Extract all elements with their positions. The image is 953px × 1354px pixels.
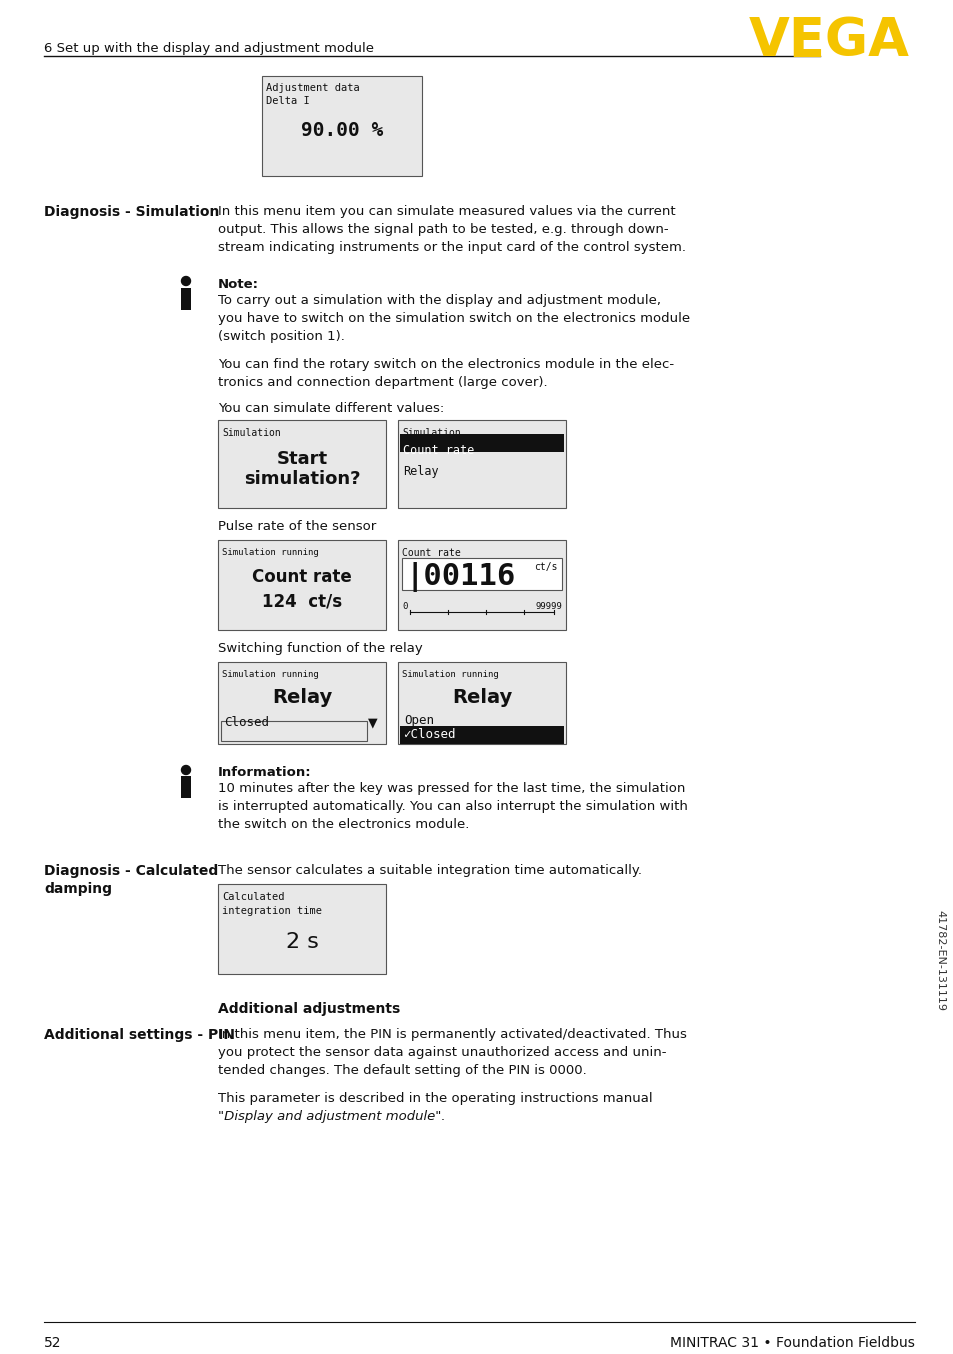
Text: 52: 52	[44, 1336, 61, 1350]
Text: Simulation running: Simulation running	[401, 670, 498, 678]
Text: 41782-EN-131119: 41782-EN-131119	[934, 910, 944, 1010]
Text: 6 Set up with the display and adjustment module: 6 Set up with the display and adjustment…	[44, 42, 374, 56]
Text: tended changes. The default setting of the PIN is 0000.: tended changes. The default setting of t…	[218, 1064, 586, 1076]
Text: Switching function of the relay: Switching function of the relay	[218, 642, 422, 655]
Text: ▼: ▼	[368, 716, 377, 728]
Text: "Display and adjustment module".: "Display and adjustment module".	[218, 1110, 445, 1122]
Text: Relay: Relay	[452, 688, 512, 707]
Text: VEGA: VEGA	[748, 15, 909, 66]
Text: Closed: Closed	[224, 716, 269, 728]
Text: ✓Closed: ✓Closed	[402, 728, 455, 741]
FancyBboxPatch shape	[262, 76, 421, 176]
FancyBboxPatch shape	[181, 776, 191, 798]
Text: 99999: 99999	[535, 603, 561, 611]
Text: 0: 0	[401, 603, 407, 611]
Text: tronics and connection department (large cover).: tronics and connection department (large…	[218, 376, 547, 389]
Text: the switch on the electronics module.: the switch on the electronics module.	[218, 818, 469, 831]
Text: Simulation running: Simulation running	[222, 548, 318, 556]
Text: (switch position 1).: (switch position 1).	[218, 330, 345, 343]
Text: Adjustment data: Adjustment data	[266, 83, 359, 93]
FancyBboxPatch shape	[218, 420, 386, 508]
FancyBboxPatch shape	[399, 726, 563, 743]
Text: To carry out a simulation with the display and adjustment module,: To carry out a simulation with the displ…	[218, 294, 660, 307]
Text: simulation?: simulation?	[244, 470, 360, 487]
Text: Relay: Relay	[272, 688, 332, 707]
Text: Note:: Note:	[218, 278, 258, 291]
Text: 90.00 %: 90.00 %	[300, 121, 383, 139]
Text: damping: damping	[44, 881, 112, 896]
Text: MINITRAC 31 • Foundation Fieldbus: MINITRAC 31 • Foundation Fieldbus	[669, 1336, 914, 1350]
Text: stream indicating instruments or the input card of the control system.: stream indicating instruments or the inp…	[218, 241, 685, 255]
Text: Count rate: Count rate	[401, 548, 460, 558]
Text: Information:: Information:	[218, 766, 312, 779]
FancyBboxPatch shape	[218, 540, 386, 630]
Text: Open: Open	[403, 714, 434, 727]
FancyBboxPatch shape	[401, 558, 561, 590]
Text: Simulation: Simulation	[401, 428, 460, 437]
Text: Simulation running: Simulation running	[222, 670, 318, 678]
Text: output. This allows the signal path to be tested, e.g. through down-: output. This allows the signal path to b…	[218, 223, 668, 236]
Text: you protect the sensor data against unauthorized access and unin-: you protect the sensor data against unau…	[218, 1047, 666, 1059]
Text: Start: Start	[276, 450, 327, 468]
Text: Additional settings - PIN: Additional settings - PIN	[44, 1028, 234, 1043]
Text: Count rate: Count rate	[402, 444, 474, 458]
FancyBboxPatch shape	[181, 288, 191, 310]
Text: ct/s: ct/s	[534, 562, 558, 571]
Text: Relay: Relay	[402, 464, 438, 478]
Text: Calculated: Calculated	[222, 892, 284, 902]
Text: This parameter is described in the operating instructions manual: This parameter is described in the opera…	[218, 1091, 652, 1105]
Text: |00116: |00116	[406, 562, 516, 592]
Text: Diagnosis - Calculated: Diagnosis - Calculated	[44, 864, 218, 877]
FancyBboxPatch shape	[399, 435, 563, 452]
Circle shape	[181, 765, 191, 774]
Text: In this menu item, the PIN is permanently activated/deactivated. Thus: In this menu item, the PIN is permanentl…	[218, 1028, 686, 1041]
Text: integration time: integration time	[222, 906, 322, 917]
Text: Pulse rate of the sensor: Pulse rate of the sensor	[218, 520, 375, 533]
Text: you have to switch on the simulation switch on the electronics module: you have to switch on the simulation swi…	[218, 311, 689, 325]
FancyBboxPatch shape	[397, 662, 565, 743]
Text: 124  ct/s: 124 ct/s	[262, 592, 342, 611]
FancyBboxPatch shape	[218, 884, 386, 974]
Text: 10 minutes after the key was pressed for the last time, the simulation: 10 minutes after the key was pressed for…	[218, 783, 684, 795]
Text: You can simulate different values:: You can simulate different values:	[218, 402, 444, 414]
Text: The sensor calculates a suitable integration time automatically.: The sensor calculates a suitable integra…	[218, 864, 641, 877]
Text: 2 s: 2 s	[285, 932, 318, 952]
FancyBboxPatch shape	[218, 662, 386, 743]
Text: Simulation: Simulation	[222, 428, 280, 437]
FancyBboxPatch shape	[221, 720, 367, 741]
Text: You can find the rotary switch on the electronics module in the elec-: You can find the rotary switch on the el…	[218, 357, 674, 371]
Text: Count rate: Count rate	[252, 567, 352, 586]
Text: In this menu item you can simulate measured values via the current: In this menu item you can simulate measu…	[218, 204, 675, 218]
FancyBboxPatch shape	[397, 540, 565, 630]
Text: Delta I: Delta I	[266, 96, 310, 106]
Text: Diagnosis - Simulation: Diagnosis - Simulation	[44, 204, 219, 219]
Circle shape	[181, 276, 191, 286]
FancyBboxPatch shape	[397, 420, 565, 508]
Text: Additional adjustments: Additional adjustments	[218, 1002, 400, 1016]
Text: is interrupted automatically. You can also interrupt the simulation with: is interrupted automatically. You can al…	[218, 800, 687, 812]
